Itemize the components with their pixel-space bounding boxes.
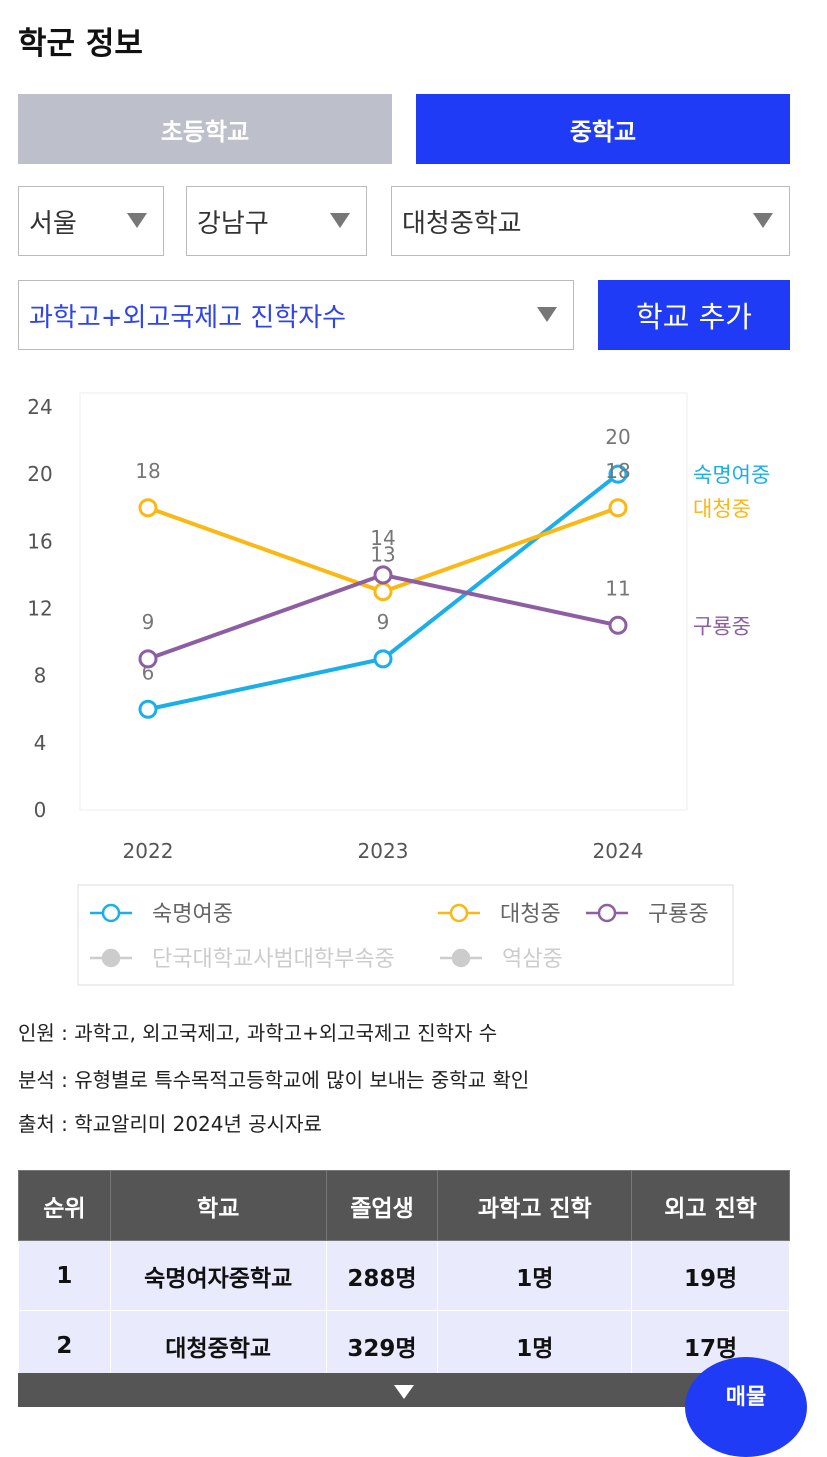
column-header: 외고 진학 <box>631 1170 790 1241</box>
table-cell: 숙명여자중학교 <box>109 1240 327 1311</box>
select-value: 대청중학교 <box>402 208 522 239</box>
x-tick-label: 2022 <box>123 839 174 863</box>
legend-box <box>77 884 734 986</box>
plot-frame <box>79 392 688 811</box>
table-cell: 329명 <box>325 1310 439 1381</box>
floating-button[interactable]: 매물 <box>685 1357 807 1457</box>
tab[interactable]: 중학교 <box>416 94 790 164</box>
table-row: 1 숙명여자중학교 288명 1명 19명 <box>18 1240 790 1311</box>
dropdown-arrow <box>330 213 350 228</box>
y-tick-label: 12 <box>27 597 52 621</box>
select[interactable]: 서울 <box>18 186 164 256</box>
y-tick-label: 20 <box>27 462 52 486</box>
series-end-label: 숙명여중 <box>693 463 770 487</box>
select[interactable]: 과학고+외고국제고 진학자수 <box>18 280 574 350</box>
table-cell: 19명 <box>631 1240 790 1311</box>
page: {"title":"학군 정보", "tabs":["초등학교","중학교"],… <box>18 26 807 1457</box>
data-label: 18 <box>135 459 160 483</box>
data-label: 11 <box>605 576 630 600</box>
data-label: 9 <box>377 610 390 634</box>
x-tick-label: 2023 <box>358 839 409 863</box>
select[interactable]: 강남구 <box>186 186 367 256</box>
y-tick-label: 8 <box>34 664 47 688</box>
dropdown-arrow <box>537 307 557 322</box>
table-cell: 288명 <box>325 1240 439 1311</box>
series-end-label: 대청중 <box>693 497 751 521</box>
dropdown-arrow <box>127 213 147 228</box>
add-button[interactable]: 학교 추가 <box>598 280 790 350</box>
expand-icon <box>394 1385 414 1399</box>
note: 분석 : 유형별로 특수목적고등학교에 많이 보내는 중학교 확인 <box>18 1068 530 1092</box>
y-tick-label: 24 <box>27 395 52 419</box>
legend-label: 역삼중 <box>502 947 563 972</box>
data-label: 14 <box>370 526 395 550</box>
data-label: 18 <box>605 459 630 483</box>
legend-marker <box>449 903 469 923</box>
legend-marker <box>101 948 121 968</box>
note: 인원 : 과학고, 외고국제고, 과학고+외고국제고 진학자 수 <box>18 1021 498 1045</box>
data-point <box>373 565 393 585</box>
data-point <box>608 498 628 518</box>
y-tick-label: 0 <box>34 798 47 822</box>
table-cell: 대청중학교 <box>109 1310 327 1381</box>
y-tick-label: 4 <box>34 731 47 755</box>
expand-bar[interactable] <box>18 1373 790 1407</box>
y-tick-label: 16 <box>27 529 52 553</box>
page-title: 학군 정보 <box>18 26 143 62</box>
data-point <box>373 582 393 602</box>
x-tick-label: 2024 <box>593 839 644 863</box>
column-header: 졸업생 <box>325 1170 439 1241</box>
legend-marker <box>101 903 121 923</box>
series-end-label: 구룡중 <box>693 614 751 638</box>
legend-label: 대청중 <box>500 902 561 927</box>
note: 출처 : 학교알리미 2024년 공시자료 <box>18 1112 322 1136</box>
table-row: 2 대청중학교 329명 1명 17명 <box>18 1310 790 1381</box>
data-label: 9 <box>142 610 155 634</box>
table-cell: 1명 <box>437 1310 633 1381</box>
tab[interactable]: 초등학교 <box>18 94 392 164</box>
legend-marker <box>451 948 471 968</box>
header-row: 순위 학교 졸업생 과학고 진학 외고 진학 <box>18 1170 790 1241</box>
data-point <box>138 699 158 719</box>
table-cell: 2 <box>18 1310 111 1381</box>
column-header: 과학고 진학 <box>437 1170 633 1241</box>
data-label: 20 <box>605 425 630 449</box>
data-point <box>138 498 158 518</box>
legend-label: 단국대학교사범대학부속중 <box>152 947 395 972</box>
table-cell: 1 <box>18 1240 111 1311</box>
ranking-table: 순위 학교 졸업생 과학고 진학 외고 진학 1 숙명여자중학교 288명 1명 19명 2 대청중… <box>18 1170 790 1381</box>
legend-label: 구룡중 <box>648 902 709 927</box>
select-value: 강남구 <box>197 208 269 239</box>
dropdown-arrow <box>753 213 773 228</box>
data-point <box>138 649 158 669</box>
column-header: 순위 <box>18 1170 111 1241</box>
select-value: 서울 <box>29 208 77 239</box>
select[interactable]: 대청중학교 <box>391 186 790 256</box>
legend-marker <box>597 903 617 923</box>
table-cell: 1명 <box>437 1240 633 1311</box>
data-point <box>373 649 393 669</box>
data-label: 13 <box>370 543 395 567</box>
column-header: 학교 <box>109 1170 327 1241</box>
legend-label: 숙명여중 <box>152 902 233 927</box>
data-point <box>608 615 628 635</box>
select-value: 과학고+외고국제고 진학자수 <box>29 302 347 333</box>
data-point <box>608 464 628 484</box>
